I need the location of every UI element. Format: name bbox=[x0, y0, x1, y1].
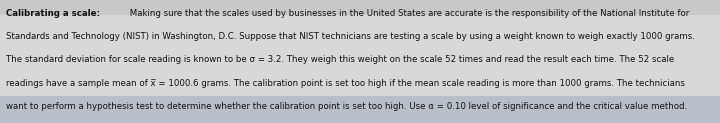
Text: Making sure that the scales used by businesses in the United States are accurate: Making sure that the scales used by busi… bbox=[127, 9, 689, 18]
Text: Standards and Technology (NIST) in Washington, D.C. Suppose that NIST technician: Standards and Technology (NIST) in Washi… bbox=[6, 32, 695, 41]
Text: readings have a sample mean of x̅ = 1000.6 grams. The calibration point is set t: readings have a sample mean of x̅ = 1000… bbox=[6, 79, 685, 88]
Text: Calibrating a scale:: Calibrating a scale: bbox=[6, 9, 100, 18]
FancyBboxPatch shape bbox=[0, 0, 720, 15]
Text: want to perform a hypothesis test to determine whether the calibration point is : want to perform a hypothesis test to det… bbox=[6, 102, 687, 111]
Text: The standard deviation for scale reading is known to be σ = 3.2. They weigh this: The standard deviation for scale reading… bbox=[6, 55, 674, 64]
FancyBboxPatch shape bbox=[0, 96, 720, 123]
